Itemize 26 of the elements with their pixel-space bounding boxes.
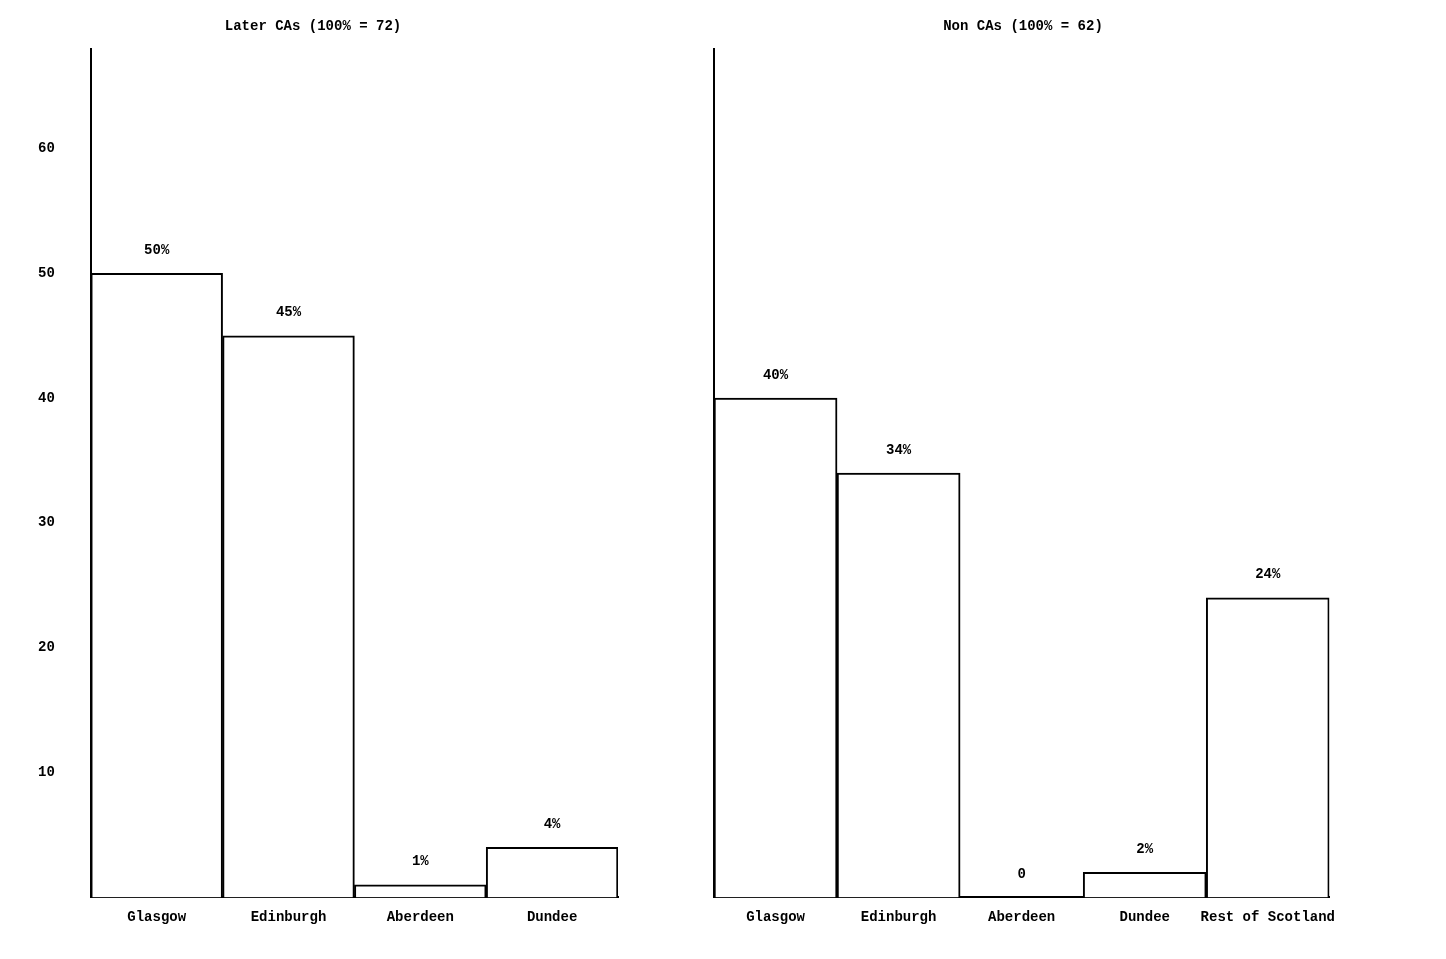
y-tick-label: 30: [37, 514, 55, 531]
x-tick-label: Glasgow: [127, 909, 187, 926]
x-tick-label: Dundee: [1119, 909, 1170, 926]
x-tick-label: Glasgow: [746, 909, 806, 926]
data-label: 40%: [762, 366, 789, 383]
x-tick-label: Rest of Scotland: [1200, 909, 1335, 926]
data-label: 0: [1017, 865, 1026, 882]
data-label: 4%: [543, 815, 562, 832]
x-tick-label: Aberdeen: [988, 909, 1056, 926]
data-label: 1%: [411, 853, 430, 870]
chart-title: Later CAs (100% = 72): [224, 17, 402, 34]
data-label: 50%: [144, 241, 170, 258]
y-tick-label: 20: [37, 639, 55, 656]
data-label: 24%: [1255, 566, 1281, 583]
data-label: 45%: [275, 304, 302, 321]
chart-title: Non CAs (100% = 62): [943, 17, 1103, 34]
x-tick-label: Edinburgh: [250, 909, 327, 926]
x-tick-label: Edinburgh: [860, 909, 937, 926]
y-tick-label: 10: [37, 763, 55, 780]
data-label: 2%: [1136, 840, 1154, 857]
x-tick-label: Dundee: [526, 909, 578, 926]
y-tick-label: 60: [37, 140, 55, 157]
y-tick-label: 40: [37, 389, 55, 406]
x-tick-label: Aberdeen: [386, 909, 454, 926]
y-tick-label: 50: [37, 264, 55, 281]
data-label: 34%: [885, 441, 912, 458]
